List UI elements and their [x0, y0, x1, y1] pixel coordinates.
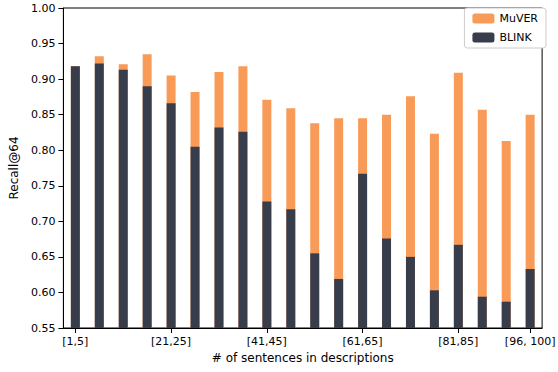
- svg-text:# of sentences in descriptions: # of sentences in descriptions: [212, 351, 394, 365]
- svg-text:Recall@64: Recall@64: [7, 136, 21, 199]
- svg-text:[1,5]: [1,5]: [62, 335, 88, 348]
- svg-text:0.65: 0.65: [31, 250, 56, 263]
- svg-text:[81,85]: [81,85]: [438, 335, 478, 348]
- svg-text:0.70: 0.70: [31, 215, 56, 228]
- svg-text:0.60: 0.60: [31, 286, 56, 299]
- svg-text:1.00: 1.00: [31, 2, 56, 15]
- svg-text:0.95: 0.95: [31, 37, 56, 50]
- svg-text:[21,25]: [21,25]: [151, 335, 191, 348]
- svg-text:0.80: 0.80: [31, 144, 56, 157]
- svg-text:MuVER: MuVER: [499, 12, 538, 25]
- svg-text:BLINK: BLINK: [499, 31, 532, 44]
- svg-text:[61,65]: [61,65]: [343, 335, 383, 348]
- svg-text:0.90: 0.90: [31, 73, 56, 86]
- svg-text:[41,45]: [41,45]: [247, 335, 287, 348]
- svg-text:0.75: 0.75: [31, 179, 56, 192]
- svg-text:[96, 100]: [96, 100]: [505, 335, 556, 348]
- svg-text:0.85: 0.85: [31, 108, 56, 121]
- svg-text:0.55: 0.55: [31, 322, 56, 335]
